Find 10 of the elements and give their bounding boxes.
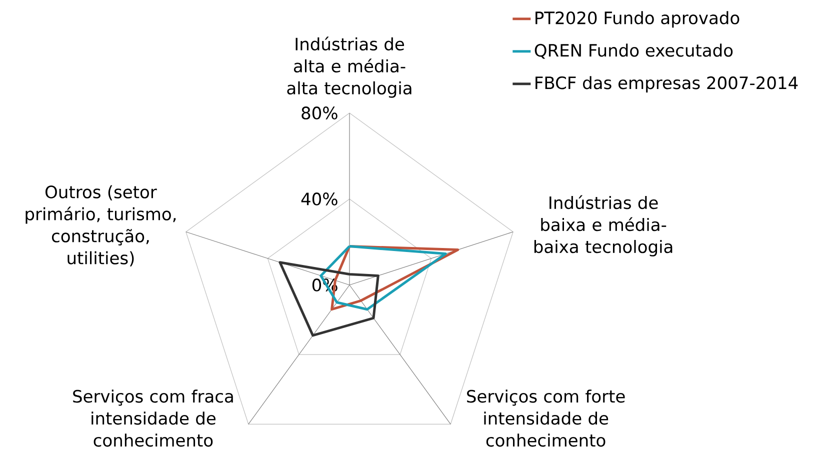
legend-label: PT2020 Fundo aprovado bbox=[536, 11, 740, 28]
legend-label: FBCF das empresas 2007-2014 bbox=[536, 76, 798, 93]
spoke-label: Serviços com fraca intensidade de conhecimento bbox=[73, 390, 233, 447]
legend-label: QREN Fundo executado bbox=[534, 44, 733, 59]
y-tick-label: 80% bbox=[302, 106, 338, 120]
spoke-label: Indústrias de baixa e média-baixa tecnologia bbox=[534, 195, 672, 256]
spoke-label: Indústrias de alta e média-alta tecnologia bbox=[287, 36, 412, 98]
y-tick-label: 40% bbox=[301, 192, 338, 206]
spoke-label: Serviços com forte intensidade de conhecimento bbox=[467, 390, 625, 447]
spoke-label: Outros (setor primário, turismo, construção, utilities) bbox=[26, 185, 176, 266]
